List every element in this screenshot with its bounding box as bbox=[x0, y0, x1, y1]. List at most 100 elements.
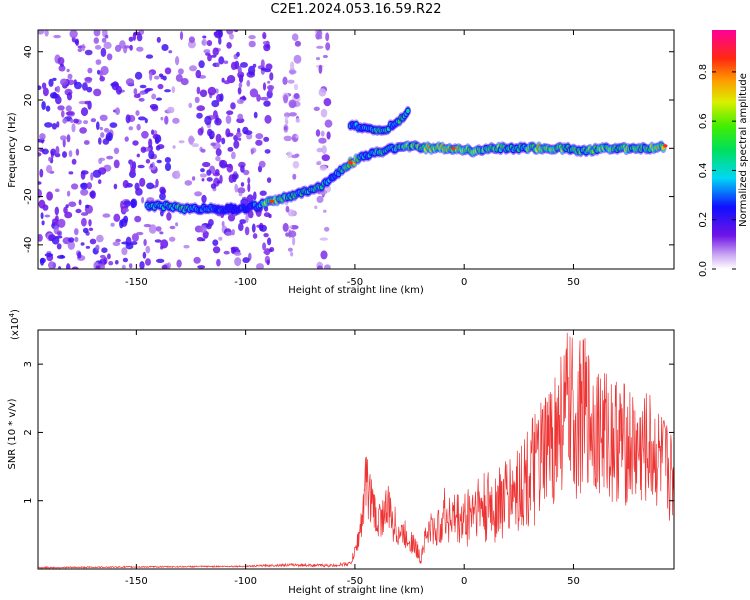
noise-speckle bbox=[144, 118, 148, 124]
noise-speckle bbox=[206, 40, 213, 47]
x-tick-label: -150 bbox=[125, 277, 148, 288]
noise-speckle bbox=[226, 30, 234, 35]
noise-speckle bbox=[56, 85, 61, 93]
noise-speckle bbox=[44, 30, 49, 37]
noise-speckle bbox=[133, 93, 141, 99]
noise-speckle bbox=[237, 87, 242, 95]
x-tick-label: -50 bbox=[347, 277, 363, 288]
noise-speckle bbox=[70, 118, 74, 124]
main-track-peak bbox=[451, 146, 456, 150]
noise-speckle bbox=[154, 75, 160, 80]
noise-speckle bbox=[207, 128, 213, 137]
noise-speckle bbox=[205, 52, 211, 56]
snr-x-ticks: -150 -100 -50 0 50 bbox=[125, 330, 580, 587]
noise-speckle bbox=[175, 222, 179, 227]
noise-speckle bbox=[321, 154, 330, 162]
noise-speckle bbox=[65, 111, 74, 116]
noise-speckle bbox=[128, 126, 134, 131]
noise-speckle bbox=[253, 111, 258, 119]
noise-speckle bbox=[44, 122, 53, 128]
noise-speckle bbox=[293, 83, 299, 91]
snr-y-axis-label: SNR (10 * v/v) bbox=[7, 398, 18, 469]
noise-speckle bbox=[54, 188, 60, 193]
noise-speckle bbox=[290, 251, 294, 257]
noise-speckle bbox=[223, 60, 229, 64]
noise-speckle bbox=[136, 153, 140, 158]
snr-y-ticks: 1 2 3 bbox=[23, 361, 674, 504]
noise-speckle bbox=[65, 105, 72, 112]
colorbar-tick-label: 0.6 bbox=[698, 113, 709, 129]
noise-speckle bbox=[54, 206, 59, 216]
noise-speckle bbox=[160, 209, 164, 217]
noise-speckle bbox=[143, 223, 152, 228]
noise-speckle bbox=[227, 147, 234, 152]
noise-speckle bbox=[288, 99, 297, 109]
noise-speckle bbox=[210, 183, 217, 189]
noise-speckle bbox=[291, 33, 299, 41]
noise-speckle bbox=[115, 85, 122, 95]
noise-speckle bbox=[74, 236, 79, 243]
noise-speckle bbox=[238, 137, 242, 141]
noise-speckle bbox=[114, 44, 122, 53]
noise-speckle bbox=[287, 247, 293, 252]
y-tick-label: 1 bbox=[23, 498, 34, 504]
noise-speckle bbox=[283, 126, 288, 131]
x-tick-label: -50 bbox=[347, 576, 363, 587]
noise-speckle bbox=[247, 183, 251, 193]
noise-speckle bbox=[240, 165, 245, 173]
upper-branch-core bbox=[406, 108, 410, 114]
noise-speckle bbox=[57, 266, 62, 269]
noise-speckle bbox=[98, 137, 102, 145]
noise-speckle bbox=[139, 177, 146, 187]
main-track-peak bbox=[269, 199, 275, 203]
noise-speckle bbox=[79, 127, 87, 134]
noise-speckle bbox=[169, 236, 176, 242]
noise-speckle bbox=[80, 212, 89, 216]
noise-speckle bbox=[194, 96, 200, 104]
noise-speckle bbox=[119, 219, 124, 229]
noise-speckle bbox=[233, 171, 238, 175]
noise-speckle bbox=[191, 176, 196, 181]
colorbar-tick-label: 0.0 bbox=[698, 261, 709, 277]
noise-speckle bbox=[85, 204, 90, 209]
noise-speckle bbox=[136, 231, 144, 236]
noise-speckle bbox=[237, 113, 244, 120]
noise-speckle bbox=[200, 168, 205, 173]
noise-speckle bbox=[166, 106, 175, 114]
noise-speckle bbox=[71, 158, 77, 165]
noise-speckle bbox=[262, 242, 267, 251]
noise-speckle bbox=[97, 179, 102, 185]
noise-speckle bbox=[197, 128, 204, 136]
noise-speckle bbox=[218, 236, 223, 241]
noise-speckle bbox=[248, 40, 256, 48]
noise-speckle bbox=[80, 170, 86, 180]
noise-speckle bbox=[71, 266, 79, 269]
noise-speckle bbox=[248, 35, 256, 40]
noise-speckle bbox=[88, 227, 94, 231]
noise-speckle bbox=[236, 98, 245, 105]
noise-speckle bbox=[69, 30, 78, 39]
noise-speckle bbox=[199, 89, 208, 98]
noise-speckle bbox=[113, 213, 121, 222]
noise-speckle bbox=[93, 88, 102, 97]
noise-speckle bbox=[54, 153, 61, 158]
noise-speckle bbox=[210, 54, 217, 58]
noise-speckle bbox=[266, 259, 270, 266]
noise-speckle bbox=[90, 118, 97, 123]
noise-speckle bbox=[240, 198, 249, 206]
noise-speckle bbox=[324, 264, 331, 269]
noise-speckle bbox=[318, 64, 323, 74]
noise-speckle bbox=[121, 247, 128, 256]
noise-speckle bbox=[99, 126, 104, 131]
upper-branch-core bbox=[386, 126, 391, 132]
noise-speckle bbox=[62, 138, 66, 148]
noise-speckle bbox=[51, 123, 58, 130]
noise-speckle bbox=[75, 208, 82, 214]
noise-speckle bbox=[293, 93, 300, 99]
noise-speckle bbox=[52, 77, 57, 81]
noise-speckle bbox=[240, 182, 245, 187]
noise-speckle bbox=[256, 263, 264, 269]
noise-speckle bbox=[244, 130, 253, 136]
noise-speckle bbox=[193, 256, 201, 264]
noise-speckle bbox=[84, 100, 90, 105]
